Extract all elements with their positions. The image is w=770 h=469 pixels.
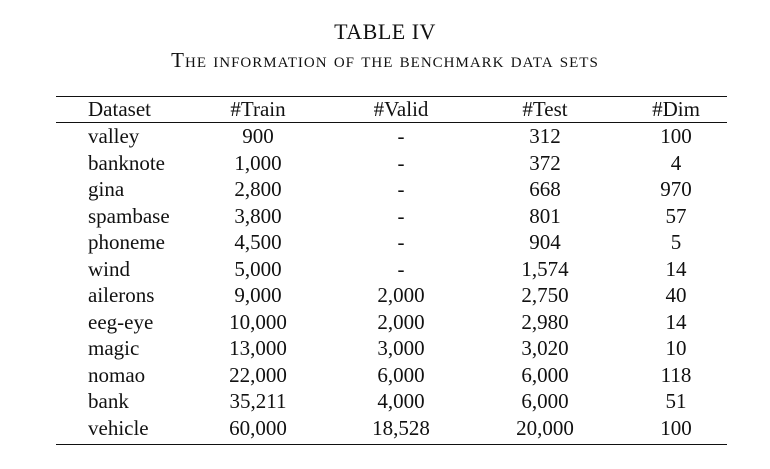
- cell-test: 1,574: [521, 256, 569, 281]
- cell-train: 900: [242, 124, 274, 149]
- cell-test: 312: [529, 124, 561, 149]
- cell-valid: 6,000: [377, 362, 425, 387]
- cell-test: 20,000: [516, 415, 574, 440]
- cell-dataset: bank: [88, 389, 129, 414]
- cell-valid: -: [397, 177, 405, 202]
- top-rule: [56, 96, 727, 97]
- cell-valid: 4,000: [377, 389, 425, 414]
- cell-test: 6,000: [521, 389, 569, 414]
- table-row: banknote 1,000 - 372 4: [56, 150, 727, 177]
- column-header-dim: #Dim: [652, 97, 700, 121]
- cell-dataset: spambase: [88, 203, 170, 228]
- cell-valid: 18,528: [372, 415, 430, 440]
- cell-dataset: banknote: [88, 150, 165, 175]
- table-label: TABLE IV: [334, 19, 436, 44]
- cell-train: 2,800: [234, 177, 282, 202]
- cell-dim: 970: [660, 177, 692, 202]
- cell-test: 2,980: [521, 309, 569, 334]
- table-row: ailerons 9,000 2,000 2,750 40: [56, 282, 727, 309]
- cell-test: 3,020: [521, 336, 569, 361]
- cell-dataset: nomao: [88, 362, 146, 387]
- cell-dim: 14: [665, 309, 687, 334]
- table-caption: The information of the benchmark data se…: [171, 48, 599, 72]
- cell-valid: -: [397, 203, 405, 228]
- cell-dataset: ailerons: [88, 283, 155, 308]
- cell-train: 35,211: [229, 389, 287, 414]
- cell-train: 4,500: [234, 230, 282, 255]
- table-row: phoneme 4,500 - 904 5: [56, 229, 727, 256]
- cell-dataset: valley: [88, 124, 140, 149]
- cell-dim: 57: [665, 203, 687, 228]
- cell-dataset: eeg-eye: [88, 309, 154, 334]
- cell-dim: 5: [670, 230, 682, 255]
- column-header-train: #Train: [230, 97, 286, 121]
- table-row: gina 2,800 - 668 970: [56, 176, 727, 203]
- cell-train: 22,000: [229, 362, 287, 387]
- cell-dataset: gina: [88, 177, 125, 202]
- cell-dim: 100: [660, 124, 692, 149]
- cell-dim: 4: [670, 150, 682, 175]
- cell-train: 3,800: [234, 203, 282, 228]
- table-row: vehicle 60,000 18,528 20,000 100: [56, 415, 727, 442]
- cell-dataset: wind: [88, 256, 130, 281]
- header-rule: [56, 122, 727, 123]
- cell-dim: 100: [660, 415, 692, 440]
- cell-valid: 2,000: [377, 309, 425, 334]
- cell-test: 801: [529, 203, 561, 228]
- cell-dataset: phoneme: [88, 230, 165, 255]
- cell-dim: 51: [665, 389, 687, 414]
- header-row: Dataset #Train #Valid #Test #Dim: [56, 96, 727, 122]
- bottom-rule: [56, 444, 727, 445]
- cell-dim: 118: [660, 362, 692, 387]
- benchmark-table: Dataset #Train #Valid #Test #Dim valley …: [56, 96, 727, 441]
- cell-test: 6,000: [521, 362, 569, 387]
- table-row: magic 13,000 3,000 3,020 10: [56, 335, 727, 362]
- cell-train: 9,000: [234, 283, 282, 308]
- cell-train: 13,000: [229, 336, 287, 361]
- cell-train: 1,000: [234, 150, 282, 175]
- table-row: nomao 22,000 6,000 6,000 118: [56, 362, 727, 389]
- cell-test: 2,750: [521, 283, 569, 308]
- cell-train: 60,000: [229, 415, 287, 440]
- table-row: bank 35,211 4,000 6,000 51: [56, 388, 727, 415]
- column-header-test: #Test: [522, 97, 568, 121]
- table-row: spambase 3,800 - 801 57: [56, 203, 727, 230]
- table-row: eeg-eye 10,000 2,000 2,980 14: [56, 309, 727, 336]
- cell-test: 372: [529, 150, 561, 175]
- cell-valid: 2,000: [377, 283, 425, 308]
- cell-valid: -: [397, 256, 405, 281]
- table-row: valley 900 - 312 100: [56, 122, 727, 150]
- table-row: wind 5,000 - 1,574 14: [56, 256, 727, 283]
- column-header-dataset: Dataset: [88, 97, 151, 121]
- cell-dataset: magic: [88, 336, 140, 361]
- cell-dataset: vehicle: [88, 415, 149, 440]
- cell-valid: -: [397, 124, 405, 149]
- column-header-valid: #Valid: [373, 97, 429, 121]
- cell-valid: -: [397, 150, 405, 175]
- cell-train: 5,000: [234, 256, 282, 281]
- cell-valid: 3,000: [377, 336, 425, 361]
- cell-valid: -: [397, 230, 405, 255]
- cell-dim: 10: [665, 336, 687, 361]
- cell-train: 10,000: [229, 309, 287, 334]
- cell-test: 668: [529, 177, 561, 202]
- cell-dim: 14: [665, 256, 687, 281]
- cell-dim: 40: [665, 283, 687, 308]
- cell-test: 904: [529, 230, 561, 255]
